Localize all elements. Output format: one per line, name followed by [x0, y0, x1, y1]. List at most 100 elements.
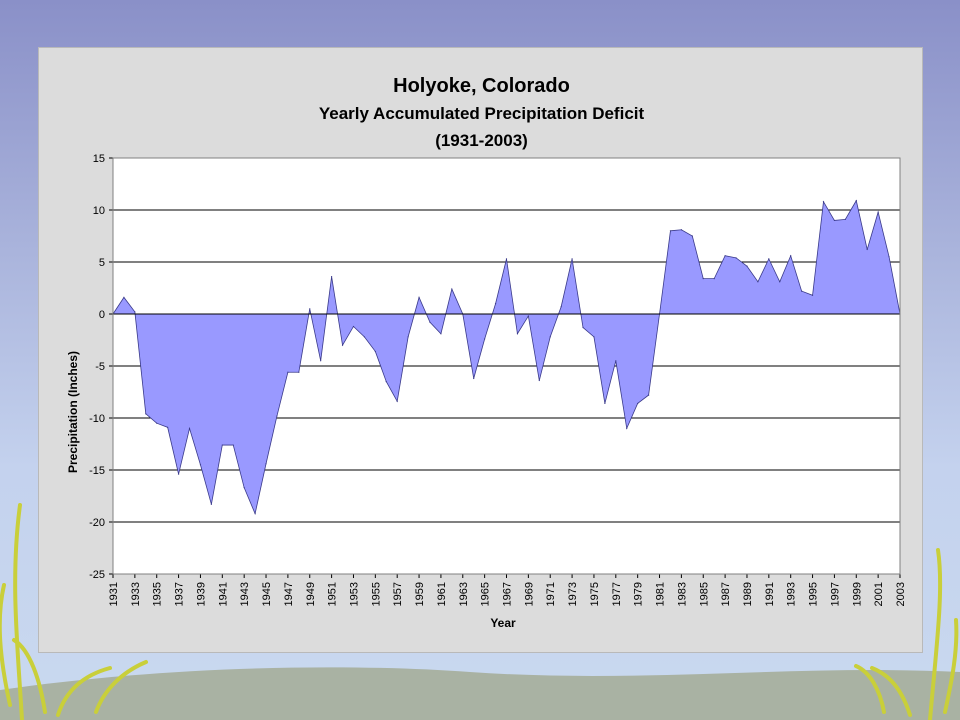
data-point-1997 — [833, 219, 836, 221]
data-point-1950 — [320, 360, 322, 362]
data-point-1988 — [735, 257, 737, 259]
data-point-1971 — [549, 336, 551, 338]
data-point-1944 — [254, 513, 256, 515]
data-point-1994 — [801, 290, 803, 292]
data-point-1979 — [637, 402, 639, 405]
data-point-1969 — [527, 315, 529, 317]
data-point-1976 — [604, 402, 606, 405]
data-point-1953 — [352, 325, 355, 328]
y-tick-label: 0 — [99, 309, 105, 321]
data-point-1960 — [429, 321, 431, 323]
data-point-1936 — [167, 426, 169, 428]
x-tick-label: 1961 — [436, 582, 448, 606]
data-point-1949 — [309, 308, 311, 310]
data-point-1952 — [341, 344, 344, 346]
data-point-1990 — [757, 281, 759, 283]
data-point-1978 — [626, 427, 628, 429]
grass-stalks-left — [0, 503, 148, 720]
data-point-1966 — [494, 303, 497, 305]
x-tick-label: 1947 — [283, 582, 295, 606]
data-point-1937 — [177, 473, 180, 475]
data-point-1982 — [669, 230, 672, 232]
x-tick-label: 1949 — [305, 582, 317, 606]
data-point-1973 — [571, 258, 573, 260]
x-tick-label: 1991 — [764, 582, 776, 606]
x-tick-label: 1965 — [480, 582, 492, 606]
data-point-1970 — [538, 379, 540, 382]
ground-hill — [0, 667, 960, 720]
x-tick-label: 1977 — [611, 582, 623, 606]
x-tick-label: 1987 — [720, 582, 732, 606]
data-point-1999 — [855, 200, 857, 202]
x-tick-label: 1973 — [567, 582, 579, 606]
y-tick-label: -10 — [89, 413, 105, 425]
x-tick-label: 1999 — [851, 582, 863, 606]
data-point-1955 — [374, 350, 376, 353]
data-point-1948 — [298, 371, 300, 373]
x-tick-label: 1959 — [414, 582, 426, 606]
data-point-1932 — [123, 296, 125, 298]
data-point-1965 — [484, 338, 486, 340]
data-point-1939 — [199, 464, 202, 466]
y-tick-label: -20 — [89, 517, 105, 529]
data-point-1983 — [680, 229, 682, 231]
data-point-1985 — [702, 278, 704, 280]
data-point-1956 — [385, 381, 387, 383]
x-tick-label: 1945 — [261, 582, 273, 606]
data-point-1989 — [746, 265, 748, 267]
x-tick-label: 1975 — [589, 582, 601, 606]
data-point-1938 — [188, 427, 191, 429]
x-tick-label: 1963 — [458, 582, 470, 606]
data-point-1968 — [516, 333, 519, 335]
x-tick-label: 1935 — [152, 582, 164, 606]
y-axis-label: Precipitation (Inches) — [66, 350, 80, 474]
y-tick-label: 15 — [93, 153, 105, 165]
x-tick-label: 1979 — [633, 582, 645, 606]
data-point-1967 — [505, 258, 508, 260]
x-tick-label: 1983 — [676, 582, 688, 606]
x-tick-label: 1989 — [742, 582, 754, 606]
data-point-1959 — [418, 296, 420, 298]
data-point-1974 — [582, 326, 584, 329]
chart-panel: Holyoke, Colorado Yearly Accumulated Pre… — [38, 47, 923, 653]
data-point-2001 — [877, 211, 879, 213]
y-tick-label: -5 — [95, 361, 105, 373]
data-point-1977 — [615, 360, 617, 362]
data-point-1980 — [647, 394, 650, 396]
data-point-1991 — [768, 258, 770, 260]
x-tick-label: 1937 — [174, 582, 186, 606]
x-tick-label: 1981 — [655, 582, 667, 606]
chart-subtitle: Yearly Accumulated Precipitation Deficit — [318, 104, 645, 123]
data-point-1946 — [276, 415, 278, 417]
data-point-1993 — [790, 255, 792, 257]
data-point-1951 — [331, 275, 333, 278]
data-point-1940 — [210, 503, 212, 505]
grass-stalks-right — [854, 548, 959, 720]
x-tick-label: 1969 — [523, 582, 535, 606]
x-axis-label: Year — [490, 616, 516, 630]
data-point-2000 — [866, 248, 868, 251]
data-point-1984 — [691, 235, 693, 237]
y-tick-label: 5 — [99, 257, 105, 269]
x-tick-label: 1953 — [348, 582, 360, 606]
y-tick-label: 10 — [93, 205, 105, 217]
x-tick-label: 1997 — [829, 582, 841, 606]
chart-title: Holyoke, Colorado — [393, 75, 570, 97]
data-point-1996 — [822, 201, 825, 203]
x-tick-label: 1985 — [698, 582, 710, 606]
data-point-1958 — [407, 336, 409, 338]
data-point-2002 — [888, 256, 890, 258]
x-tick-label: 1971 — [545, 582, 557, 606]
x-tick-label: 1951 — [327, 582, 339, 606]
data-point-1933 — [134, 311, 136, 313]
x-tick-label: 1943 — [239, 582, 251, 606]
plot-border — [112, 157, 901, 575]
x-tick-label: 1955 — [370, 582, 382, 606]
data-point-1998 — [844, 218, 846, 220]
x-tick-label: 1939 — [195, 582, 207, 606]
data-point-1962 — [451, 288, 453, 290]
data-point-1935 — [156, 422, 158, 424]
data-point-1992 — [779, 281, 781, 283]
data-point-1954 — [363, 336, 366, 338]
